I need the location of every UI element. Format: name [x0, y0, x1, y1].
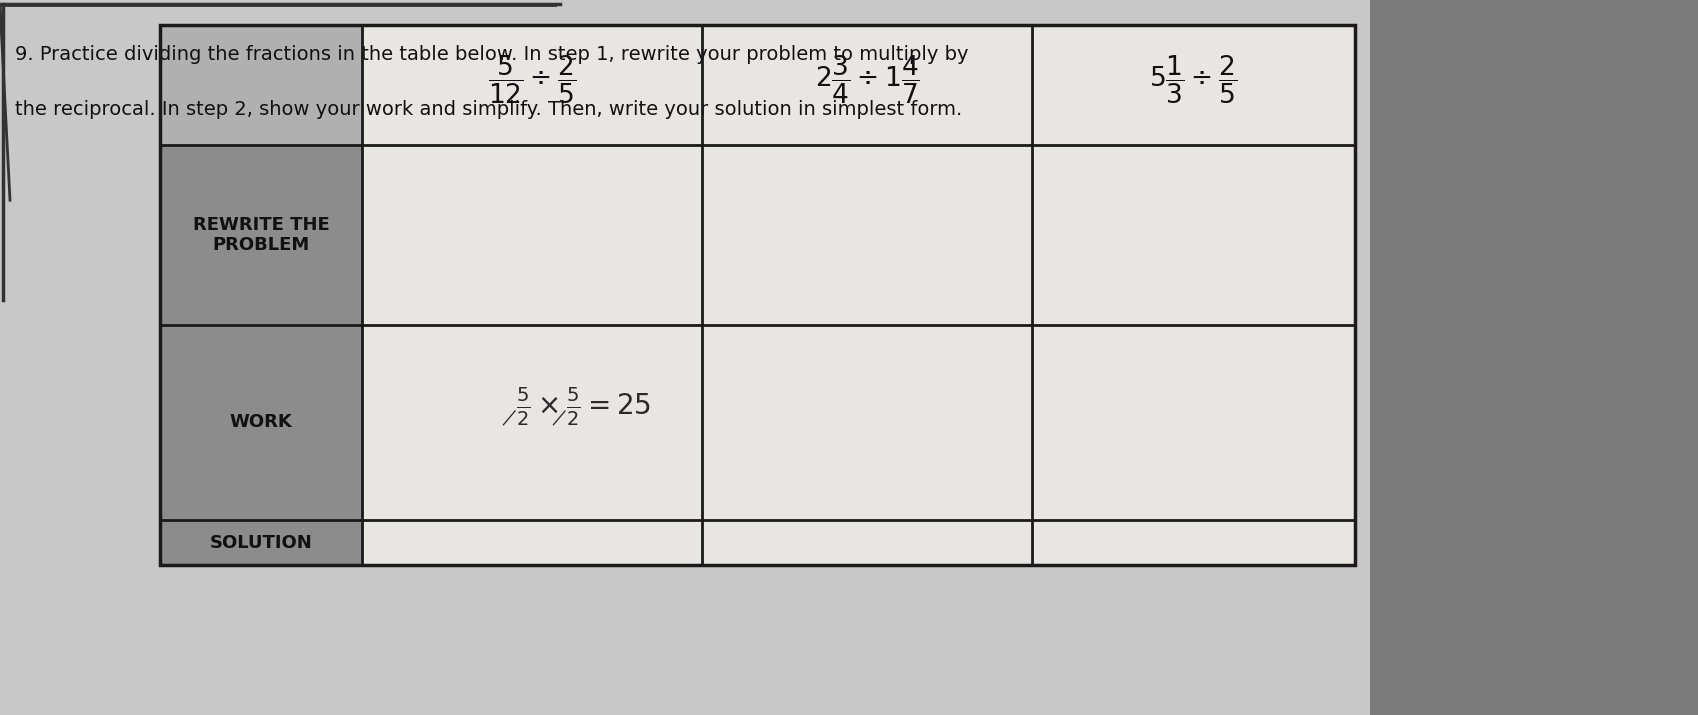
Text: $\dfrac{5}{12} \div \dfrac{2}{5}$: $\dfrac{5}{12} \div \dfrac{2}{5}$ [487, 54, 576, 106]
Text: REWRITE THE
PROBLEM: REWRITE THE PROBLEM [192, 216, 329, 255]
Bar [160, 25, 362, 565]
Bar [160, 25, 362, 145]
Text: SOLUTION: SOLUTION [209, 533, 312, 551]
Text: the reciprocal. In step 2, show your work and simplify. Then, write your solutio: the reciprocal. In step 2, show your wor… [15, 100, 961, 119]
Text: $2\dfrac{3}{4} \div 1\dfrac{4}{7}$: $2\dfrac{3}{4} \div 1\dfrac{4}{7}$ [813, 54, 919, 106]
Text: WORK: WORK [229, 413, 292, 431]
Bar [160, 25, 1355, 565]
Text: 9. Practice dividing the fractions in the table below. In step 1, rewrite your p: 9. Practice dividing the fractions in th… [15, 45, 968, 64]
Bar [362, 25, 1355, 565]
Bar [1369, 0, 1698, 715]
Text: $\frac{5}{\not{2}} \times \frac{5}{\not{2}} = 25$: $\frac{5}{\not{2}} \times \frac{5}{\not{… [501, 386, 650, 429]
Text: $5\dfrac{1}{3} \div \dfrac{2}{5}$: $5\dfrac{1}{3} \div \dfrac{2}{5}$ [1150, 54, 1236, 106]
